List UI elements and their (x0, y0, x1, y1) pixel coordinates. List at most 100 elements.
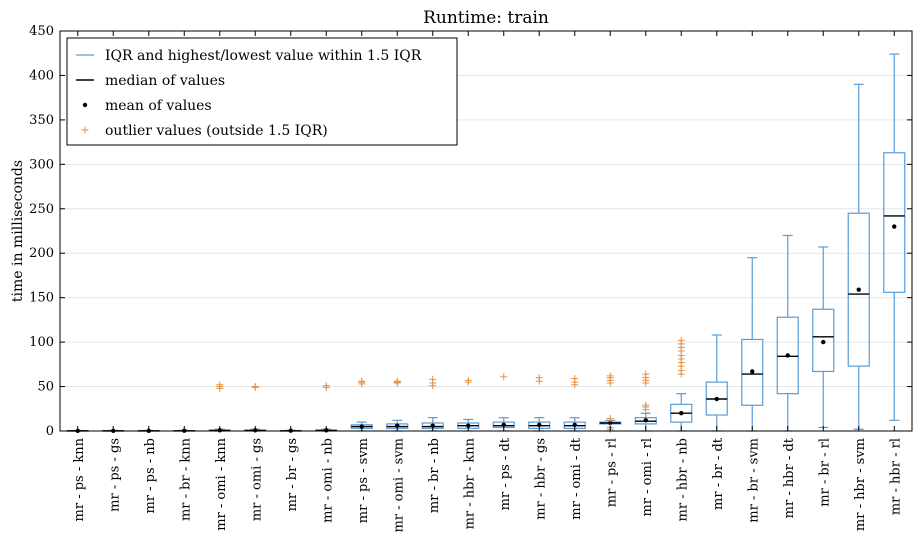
box-8 (350, 377, 373, 432)
box-20 (776, 234, 799, 432)
x-tick-label: mr - ps - svm (356, 438, 371, 523)
box-14 (563, 375, 586, 432)
mean-point (750, 369, 755, 374)
x-tick-label: mr - br - dt (711, 437, 726, 510)
legend-outlier-swatch (81, 126, 89, 134)
mean-point (643, 418, 648, 423)
box-12 (492, 373, 515, 432)
legend-label: outlier values (outside 1.5 IQR) (105, 123, 328, 139)
outlier-point (251, 383, 259, 391)
box-23 (883, 53, 906, 421)
x-axis: mr - ps - knn mr - ps - gs mr - ps - nb mr … (72, 31, 903, 533)
legend: IQR and highest/lowest value within 1.5 … (66, 37, 458, 146)
outlier-point (216, 381, 224, 389)
x-tick-label: mr - br - svm (746, 438, 761, 523)
iqr-box (847, 212, 870, 367)
outlier-point (393, 377, 401, 385)
mean-point (430, 423, 435, 428)
box-7 (315, 382, 338, 433)
x-tick-label: mr - br - nb (427, 438, 442, 513)
x-tick-label: mr - omi - knn (214, 437, 229, 530)
y-tick-label: 0 (46, 424, 54, 439)
x-tick-label: mr - omi - nb (320, 438, 335, 523)
mean-point (501, 422, 506, 427)
outlier-point (535, 374, 543, 382)
box-19 (741, 257, 764, 432)
y-tick-label: 250 (29, 202, 54, 217)
box-10 (421, 375, 444, 432)
y-tick-label: 300 (29, 157, 54, 172)
y-tick-label: 350 (29, 113, 54, 128)
x-tick-label: mr - hbr - knn (462, 437, 477, 529)
x-tick-label: mr - br - gs (285, 438, 300, 511)
box-16 (634, 370, 657, 432)
outlier-point (322, 382, 330, 390)
iqr-box (883, 152, 906, 293)
y-tick-label: 200 (29, 246, 54, 261)
plot-frame (59, 30, 913, 432)
iqr-box (741, 338, 764, 406)
x-tick-label: mr - hbr - gs (533, 438, 548, 520)
x-tick-label: mr - ps - gs (107, 438, 122, 512)
mean-point (821, 339, 826, 345)
outlier-point (429, 375, 437, 383)
chart-title: Runtime: train (423, 8, 549, 28)
x-tick-label: mr - ps - dt (498, 437, 513, 510)
mean-point (785, 353, 790, 358)
x-tick-label: mr - ps - nb (143, 438, 158, 514)
legend-label: median of values (105, 73, 225, 89)
box-15 (599, 372, 622, 433)
mean-point (466, 423, 471, 428)
legend-label: IQR and highest/lowest value within 1.5 … (105, 48, 422, 64)
outlier-point (642, 370, 650, 378)
box-21 (812, 246, 835, 429)
box-11 (457, 376, 480, 432)
x-tick-label: mr - omi - rl (640, 438, 655, 517)
box-4 (208, 381, 231, 433)
outlier-point (571, 375, 579, 383)
x-tick-label: mr - hbr - nb (675, 438, 690, 521)
legend-item-mean: mean of values (82, 98, 212, 114)
mean-point (856, 287, 861, 292)
x-tick-label: mr - br - knn (178, 437, 193, 521)
outlier-point (500, 373, 508, 381)
x-tick-label: mr - ps - rl (604, 438, 619, 507)
x-tick-label: mr - hbr - svm (853, 438, 868, 531)
iqr-box (776, 316, 799, 395)
mean-point (714, 396, 719, 402)
legend-item-outlier: outlier values (outside 1.5 IQR) (81, 123, 328, 139)
mean-point (395, 423, 400, 428)
mean-point (537, 422, 542, 427)
mean-point (572, 422, 577, 427)
box-9 (386, 377, 409, 432)
outlier-point (642, 401, 650, 409)
x-tick-label: mr - omi - svm (391, 438, 406, 533)
y-axis: 0 50 100 150 200 250 300 350 400 450 (29, 24, 912, 439)
box-13 (528, 374, 551, 432)
y-tick-label: 400 (29, 68, 54, 83)
outlier-point (464, 376, 472, 384)
mean-point (892, 224, 897, 229)
x-tick-label: mr - omi - dt (569, 437, 584, 519)
legend-label: mean of values (105, 98, 212, 114)
y-tick-label: 450 (29, 24, 54, 39)
outlier-point (606, 372, 614, 380)
legend-mean-swatch (82, 102, 88, 108)
x-tick-label: mr - hbr - rl (888, 438, 903, 515)
box-5 (244, 383, 267, 433)
x-tick-label: mr - ps - knn (72, 437, 87, 521)
y-tick-label: 100 (29, 335, 54, 350)
iqr-box (812, 308, 835, 373)
legend-item-median: median of values (76, 73, 225, 89)
x-tick-label: mr - hbr - dt (782, 437, 797, 518)
box-17 (670, 336, 693, 432)
box-18 (705, 334, 728, 432)
mean-point (608, 420, 613, 426)
legend-item-whisker: IQR and highest/lowest value within 1.5 … (76, 48, 422, 64)
box-22 (847, 83, 870, 430)
outlier-point (606, 415, 614, 423)
y-axis-label: time in milliseconds (10, 160, 26, 302)
y-tick-label: 50 (37, 380, 54, 395)
outlier-point (677, 336, 685, 344)
